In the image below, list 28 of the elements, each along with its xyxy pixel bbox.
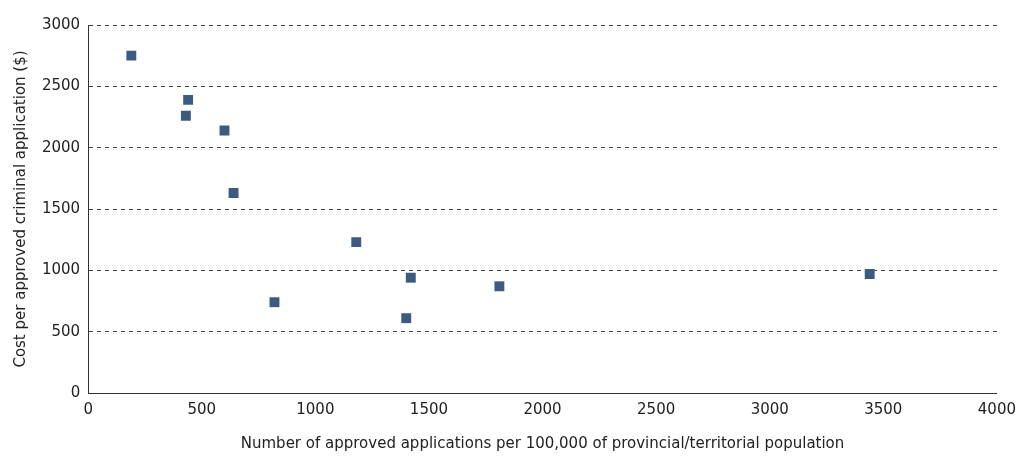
point xyxy=(180,110,191,121)
x-tick-label: 3000 xyxy=(750,399,789,418)
y-tick-label: 500 xyxy=(51,321,81,340)
x-tick-label: 0 xyxy=(83,399,93,418)
point xyxy=(351,237,362,248)
y-tick-label: 0 xyxy=(70,382,81,401)
x-tick-label: 1000 xyxy=(296,399,335,418)
x-tick-label: 2500 xyxy=(637,399,676,418)
x-tick-label: 3500 xyxy=(864,399,903,418)
point xyxy=(401,313,412,324)
point xyxy=(269,297,280,308)
point xyxy=(126,50,137,61)
x-axis-title: Number of approved applications per 100,000 of provincial/territorial population xyxy=(240,433,845,452)
y-tick-label: 1500 xyxy=(41,198,81,217)
x-tick-label: 500 xyxy=(187,399,217,418)
y-tick-label: 3000 xyxy=(41,14,81,33)
y-axis-title: Cost per approved criminal application ($) xyxy=(10,50,29,368)
point xyxy=(864,269,875,279)
point xyxy=(183,94,194,105)
x-tick-label: 4000 xyxy=(977,399,1017,418)
x-tick-label: 1500 xyxy=(409,399,449,418)
x-tick-label: 2000 xyxy=(523,399,562,418)
point xyxy=(228,188,239,198)
y-tick-label: 2500 xyxy=(41,76,81,95)
point xyxy=(405,272,416,283)
y-tick-label: 1000 xyxy=(41,260,81,279)
y-tick-label: 2000 xyxy=(41,137,81,156)
point xyxy=(494,281,505,292)
